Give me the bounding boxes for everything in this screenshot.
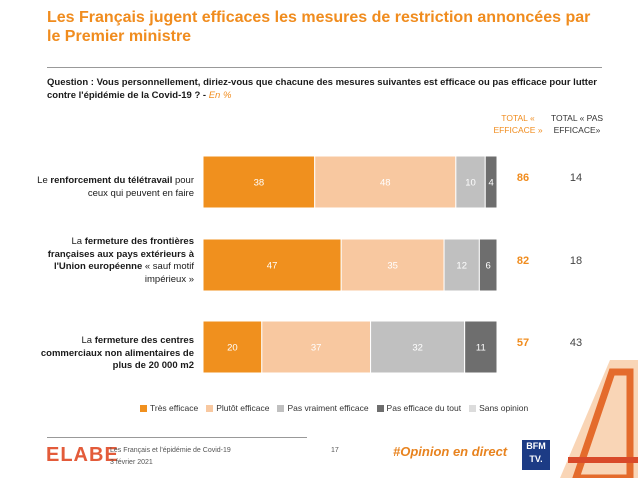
bar-value-label: 11 — [476, 343, 486, 354]
bar-value-label: 37 — [311, 343, 322, 354]
bar-segment — [455, 155, 486, 209]
legend-label: Pas efficace du tout — [386, 403, 462, 413]
column-header-pas-efficace: TOTAL « PAS EFFICACE» — [550, 113, 604, 135]
legend-swatch — [469, 404, 477, 412]
bar-value-label: 48 — [380, 178, 391, 189]
elabe-logo: ELABE — [46, 444, 119, 466]
total-efficace-value: 82 — [517, 255, 529, 267]
legend-label: Plutôt efficace — [216, 403, 270, 413]
legend-swatch — [206, 404, 214, 412]
bar-segment — [443, 238, 480, 292]
page-number: 17 — [331, 447, 339, 454]
row-label-bold: fermeture des frontières françaises aux … — [47, 236, 194, 272]
bar-value-label: 4 — [488, 178, 493, 189]
legend-swatch — [376, 404, 384, 412]
bar-segment — [261, 320, 372, 374]
bar-segment — [464, 320, 498, 374]
row-label-centres-commerciaux: La fermeture des centres commerciaux non… — [30, 335, 194, 373]
footer-study-title: Les Français et l'épidémie de Covid-19 — [110, 447, 231, 454]
chart-legend: Très efficace Plutôt efficace Pas vraiment… — [140, 403, 540, 413]
legend-label: Très efficace — [150, 403, 199, 413]
bfmtv-logo-top: BFM — [526, 441, 546, 451]
total-efficace-value: 86 — [517, 172, 529, 184]
question-body: Question : Vous personnellement, diriez-… — [47, 77, 597, 101]
bar-segment — [484, 155, 498, 209]
legend-item: Pas efficace du tout — [376, 403, 462, 413]
row-label-pre: La — [71, 236, 85, 247]
legend-swatch — [140, 404, 147, 412]
bfmtv-logo-bottom: TV. — [529, 454, 543, 464]
footer-date: 3 février 2021 — [110, 459, 153, 466]
legend-item: Plutôt efficace — [206, 403, 269, 413]
bar-segment — [370, 320, 466, 374]
total-pas-efficace-value: 43 — [570, 337, 582, 349]
row-label-post: « sauf motif impérieux » — [142, 261, 194, 285]
question-note: En % — [208, 89, 232, 101]
row-label-frontieres: La fermeture des frontières françaises a… — [30, 236, 194, 286]
row-label-bold: fermeture des centres commerciaux non al… — [40, 335, 194, 371]
legend-label: Pas vraiment efficace — [287, 403, 369, 413]
bar-value-label: 32 — [412, 343, 423, 354]
corner-decoration-icon — [560, 360, 638, 478]
bar-segment — [478, 238, 498, 292]
row-label-bold: renforcement du télétravail — [50, 175, 173, 186]
bar-value-label: 12 — [456, 261, 467, 272]
bar-value-label: 6 — [486, 261, 491, 272]
bar-value-label: 38 — [254, 178, 265, 189]
footer-divider — [47, 437, 307, 438]
bar-segment — [314, 155, 457, 209]
bar-segment — [202, 320, 263, 374]
bar-value-label: 47 — [267, 261, 278, 272]
bar-value-label: 20 — [227, 343, 238, 354]
column-header-efficace: TOTAL « EFFICACE » — [493, 113, 543, 135]
total-efficace-value: 57 — [517, 337, 529, 349]
legend-item: Pas vraiment efficace — [277, 403, 369, 413]
legend-item: Sans opinion — [469, 403, 528, 413]
bar-value-label: 35 — [387, 261, 398, 272]
legend-label: Sans opinion — [479, 403, 529, 413]
bar-segment — [202, 155, 316, 209]
bar-segment — [340, 238, 445, 292]
row-label-pre: Le — [37, 175, 51, 186]
legend-swatch — [277, 404, 285, 412]
row-label-pre: La — [81, 335, 95, 346]
bar-value-label: 10 — [465, 178, 476, 189]
question-text: Question : Vous personnellement, diriez-… — [47, 77, 602, 102]
total-pas-efficace-value: 18 — [570, 255, 582, 267]
row-label-post: pour ceux qui peuvent en faire — [87, 175, 194, 199]
legend-item: Très efficace — [140, 403, 198, 413]
page-title: Les Français jugent efficaces les mesure… — [47, 9, 591, 45]
bfmtv-logo: BFM TV. — [522, 440, 550, 470]
hashtag-opinion: #Opinion en direct — [393, 444, 508, 459]
title-divider — [47, 67, 602, 68]
total-pas-efficace-value: 14 — [570, 172, 582, 184]
row-label-teletravail: Le renforcement du télétravail pour ceux… — [30, 175, 194, 200]
